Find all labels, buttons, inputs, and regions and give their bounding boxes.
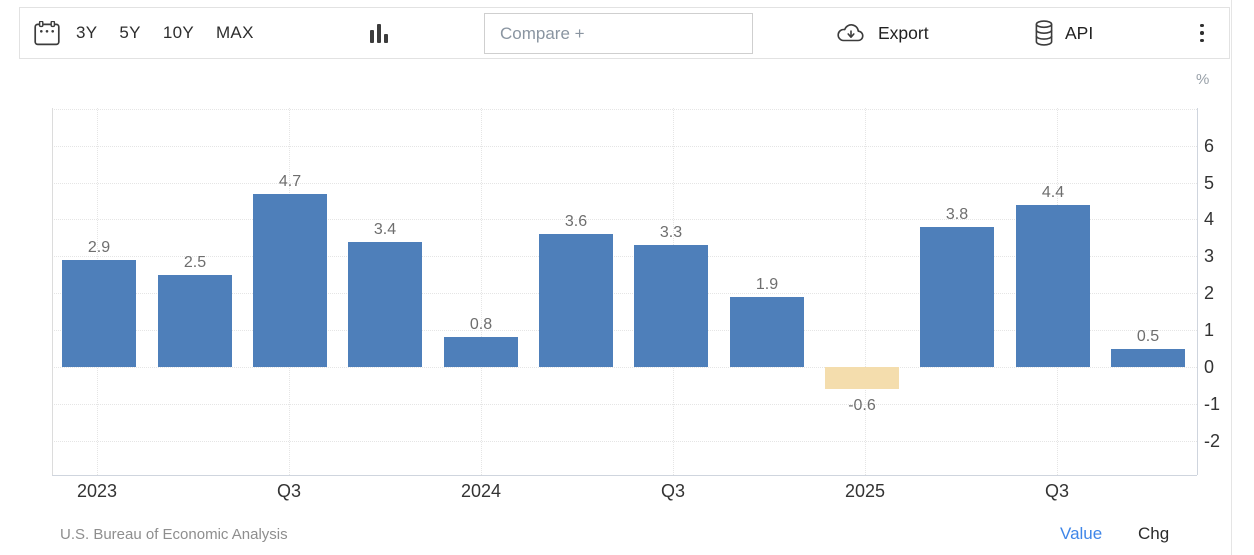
grid-line-horizontal — [52, 219, 1197, 220]
compare-input[interactable] — [484, 13, 753, 54]
x-axis-label: 2025 — [844, 481, 886, 501]
bar-value-label: 4.7 — [278, 173, 302, 190]
calendar-button[interactable] — [34, 20, 60, 46]
grid-line-vertical — [481, 108, 482, 475]
bar[interactable] — [1111, 349, 1185, 367]
range-button-max[interactable]: MAX — [215, 23, 254, 42]
y-axis-label: 0 — [1204, 357, 1215, 377]
bar-value-label: 0.5 — [1136, 328, 1160, 345]
range-button-3y[interactable]: 3Y — [76, 23, 98, 42]
cloud-download-icon — [837, 24, 864, 42]
bar-value-label: 0.8 — [469, 316, 493, 333]
y-axis-label: -1 — [1204, 394, 1221, 414]
api-button[interactable]: API — [1034, 20, 1093, 46]
bar[interactable] — [158, 275, 232, 367]
kebab-menu-icon — [1200, 23, 1204, 43]
panel-right-border — [1231, 0, 1232, 555]
chart-toolbar: 3Y 5Y 10Y MAX Export — [19, 7, 1230, 59]
column-chart-icon — [370, 24, 388, 43]
grid-line-horizontal — [52, 256, 1197, 257]
grid-line-horizontal — [52, 367, 1197, 368]
export-label: Export — [878, 22, 929, 43]
grid-line-horizontal — [52, 146, 1197, 147]
grid-line-horizontal — [52, 293, 1197, 294]
source-attribution: U.S. Bureau of Economic Analysis — [60, 526, 288, 543]
bar-value-label: 1.9 — [755, 276, 779, 293]
menu-button[interactable] — [1200, 23, 1204, 43]
plot-left-border — [52, 108, 53, 475]
range-button-5y[interactable]: 5Y — [119, 23, 141, 42]
bar-value-label: 3.8 — [945, 206, 969, 223]
bar[interactable] — [1016, 205, 1090, 367]
x-axis-label: Q3 — [1044, 481, 1069, 501]
x-axis-label: Q3 — [660, 481, 685, 501]
y-axis-label: 2 — [1204, 283, 1215, 303]
y-axis-unit: % — [1196, 71, 1210, 88]
bar-value-label: 3.4 — [373, 221, 397, 238]
bar[interactable] — [539, 234, 613, 367]
grid-line-horizontal — [52, 404, 1197, 405]
y-axis-label: -2 — [1204, 431, 1221, 451]
bar[interactable] — [253, 194, 327, 367]
bar[interactable] — [920, 227, 994, 367]
bar-value-label: 2.9 — [87, 239, 111, 256]
y-axis-line — [1197, 108, 1198, 475]
calendar-icon — [34, 20, 60, 45]
chart-type-button[interactable] — [369, 22, 389, 44]
x-axis-line — [52, 475, 1197, 476]
bar-value-label: -0.6 — [848, 397, 876, 414]
y-axis-label: 1 — [1204, 320, 1215, 340]
export-button[interactable]: Export — [835, 21, 929, 45]
grid-line-horizontal — [52, 441, 1197, 442]
bar-value-label: 2.5 — [183, 254, 207, 271]
grid-line-horizontal — [52, 183, 1197, 184]
bar[interactable] — [444, 337, 518, 367]
bar[interactable] — [730, 297, 804, 367]
bar[interactable] — [348, 242, 422, 367]
grid-line-horizontal — [52, 109, 1197, 110]
bar[interactable] — [62, 260, 136, 367]
y-axis-label: 6 — [1204, 136, 1215, 156]
chg-toggle[interactable]: Chg — [1138, 524, 1170, 543]
range-button-10y[interactable]: 10Y — [162, 23, 194, 42]
x-axis-label: Q3 — [276, 481, 301, 501]
bar[interactable] — [634, 245, 708, 367]
y-axis-label: 3 — [1204, 246, 1215, 266]
database-icon — [1035, 20, 1053, 46]
bar[interactable] — [825, 367, 899, 389]
api-label: API — [1065, 22, 1094, 43]
y-axis-label: 5 — [1204, 173, 1215, 193]
x-axis-label: 2024 — [460, 481, 502, 501]
bar-value-label: 3.3 — [659, 224, 683, 241]
grid-line-vertical — [865, 108, 866, 475]
x-axis-label: 2023 — [76, 481, 118, 501]
value-toggle[interactable]: Value — [1060, 524, 1103, 543]
bar-value-label: 3.6 — [564, 213, 588, 230]
y-axis-label: 4 — [1204, 209, 1215, 229]
bar-value-label: 4.4 — [1041, 184, 1065, 201]
grid-line-horizontal — [52, 330, 1197, 331]
